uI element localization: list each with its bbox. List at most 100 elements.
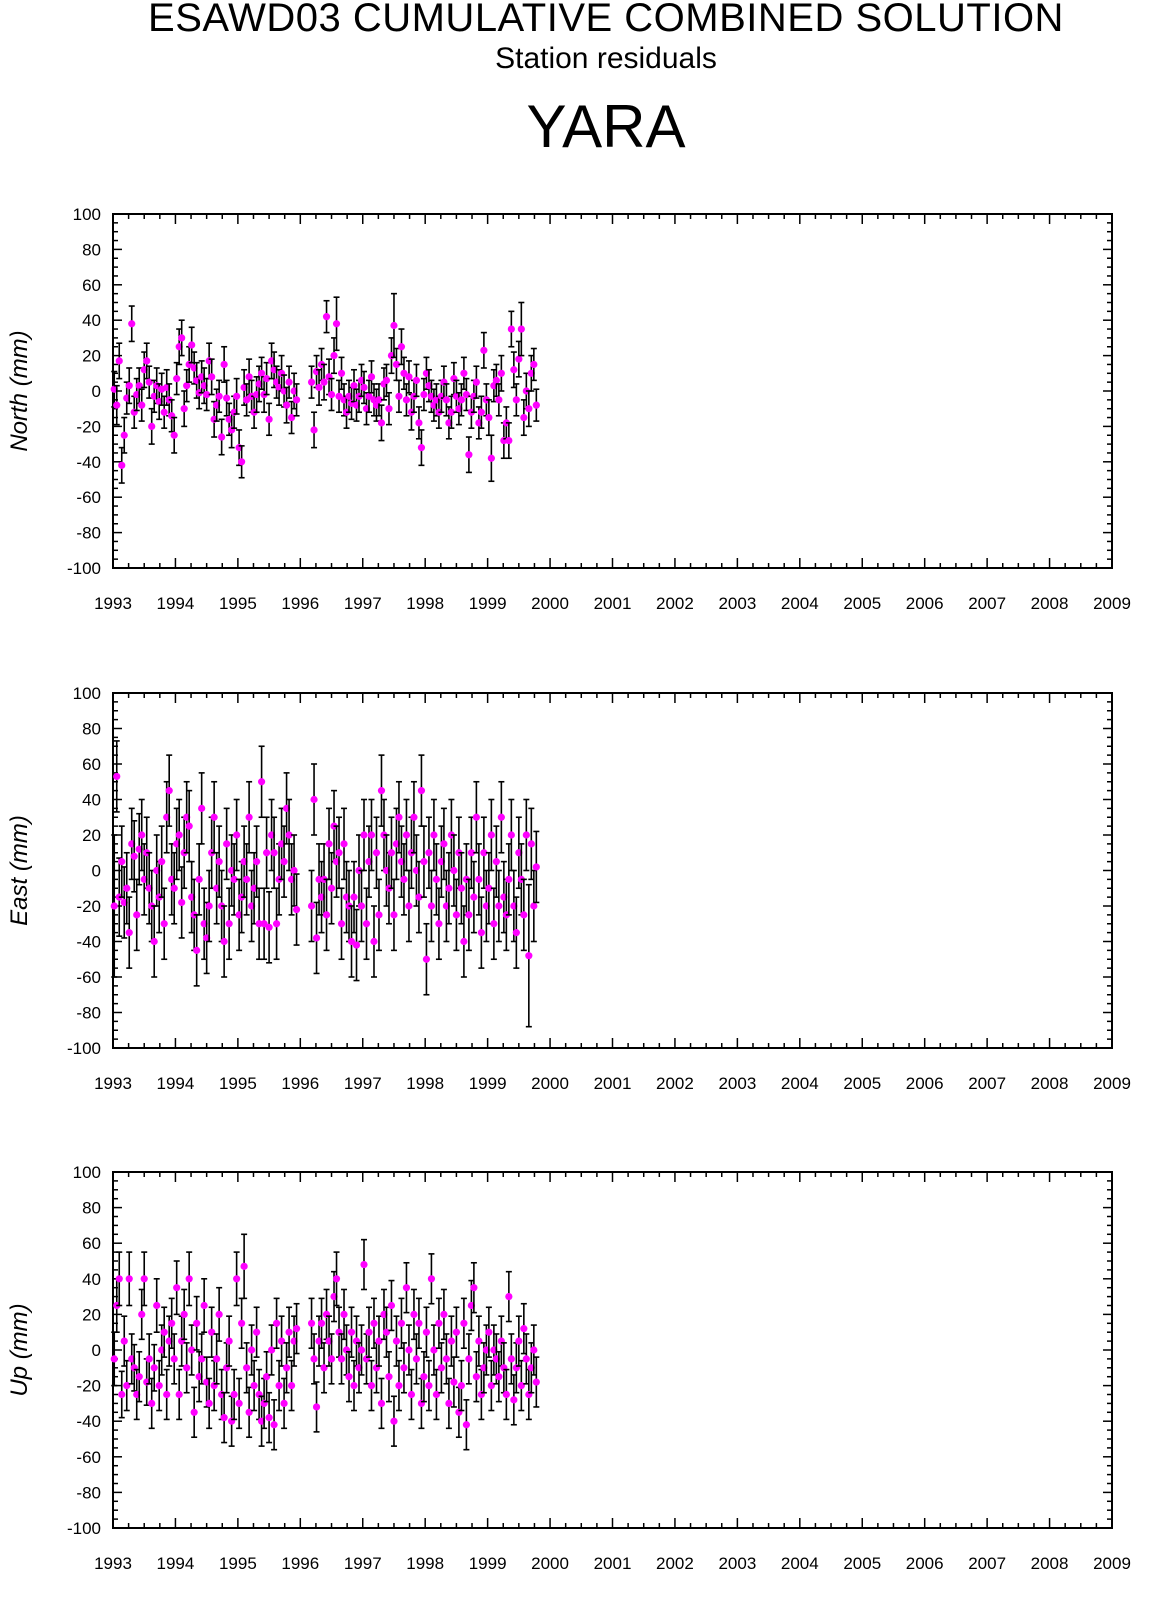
data-point xyxy=(415,419,423,427)
data-point xyxy=(243,1364,251,1372)
data-point xyxy=(265,415,273,423)
data-point xyxy=(327,390,336,399)
y-tick-label: 40 xyxy=(82,1270,101,1289)
data-point xyxy=(125,929,133,937)
data-point xyxy=(208,1328,216,1336)
data-point xyxy=(240,1262,248,1270)
data-point xyxy=(510,366,518,374)
data-point xyxy=(337,369,346,377)
data-point xyxy=(168,1319,176,1327)
plot-frame xyxy=(112,213,1113,569)
data-point xyxy=(110,902,118,910)
data-point xyxy=(198,1355,206,1363)
data-point xyxy=(210,813,218,821)
data-point xyxy=(185,1275,193,1283)
data-point xyxy=(118,1390,126,1399)
data-point xyxy=(430,1346,438,1354)
y-tick-label: 80 xyxy=(82,720,101,739)
data-point xyxy=(330,352,338,360)
data-point xyxy=(337,920,346,928)
x-tick-label: 1994 xyxy=(157,1074,195,1093)
y-tick-label: 100 xyxy=(73,1163,101,1182)
data-point xyxy=(507,1355,515,1363)
data-point xyxy=(238,1319,246,1327)
data-point xyxy=(395,1382,403,1390)
data-point xyxy=(225,920,233,928)
data-point xyxy=(367,373,376,381)
data-point xyxy=(292,1325,301,1333)
data-point xyxy=(205,1399,213,1407)
data-point xyxy=(472,1373,480,1381)
data-point xyxy=(370,1319,378,1327)
data-point xyxy=(262,375,271,383)
data-point xyxy=(310,426,318,434)
data-point xyxy=(382,1328,391,1336)
x-tick-label: 1999 xyxy=(469,594,507,613)
data-point xyxy=(200,1301,208,1310)
data-point xyxy=(495,396,503,404)
data-point xyxy=(445,884,453,892)
data-point xyxy=(153,1301,161,1310)
chart-main-title: ESAWD03 CUMULATIVE COMBINED SOLUTION xyxy=(148,0,1064,40)
data-point xyxy=(375,911,383,919)
data-point xyxy=(360,383,368,392)
data-point xyxy=(148,1399,156,1407)
data-point xyxy=(175,831,183,839)
data-point xyxy=(292,396,301,404)
data-point xyxy=(462,1421,470,1429)
x-tick-label: 1997 xyxy=(344,594,382,613)
y-tick-label: -40 xyxy=(76,1412,101,1431)
data-point xyxy=(505,436,513,445)
data-point xyxy=(180,405,188,413)
data-point xyxy=(215,858,223,866)
x-tick-label: 1997 xyxy=(344,1554,382,1573)
x-tick-label: 2002 xyxy=(656,1554,694,1573)
data-point xyxy=(512,929,520,937)
data-point xyxy=(258,369,266,377)
data-point xyxy=(400,875,408,883)
data-point xyxy=(165,787,173,795)
data-point xyxy=(382,376,391,384)
data-point xyxy=(402,396,411,404)
data-point xyxy=(495,1373,503,1381)
x-tick-label: 1995 xyxy=(219,1554,257,1573)
data-point xyxy=(440,1310,448,1318)
data-point xyxy=(145,378,153,386)
data-point xyxy=(460,937,468,946)
y-axis-label: Up (mm) xyxy=(6,1303,33,1396)
data-point xyxy=(272,1319,281,1327)
data-point xyxy=(272,920,281,928)
data-point xyxy=(365,1328,373,1336)
data-point xyxy=(360,831,368,839)
data-point xyxy=(522,831,530,839)
data-point xyxy=(440,840,448,848)
data-point xyxy=(437,1364,446,1372)
x-tick-label: 1994 xyxy=(157,1554,195,1573)
data-point xyxy=(173,375,181,383)
data-point xyxy=(315,383,323,392)
data-point xyxy=(135,1373,143,1381)
data-point xyxy=(233,392,241,400)
data-point xyxy=(530,1346,538,1354)
x-tick-label: 2002 xyxy=(656,1074,694,1093)
data-point xyxy=(370,937,378,946)
data-point xyxy=(130,852,138,860)
data-point xyxy=(285,1328,293,1336)
data-point xyxy=(395,392,403,400)
data-point xyxy=(445,1399,453,1407)
data-point xyxy=(447,1337,456,1345)
x-tick-label: 2001 xyxy=(594,1554,632,1573)
data-point xyxy=(412,376,421,384)
data-point xyxy=(467,849,475,857)
data-point xyxy=(310,1355,318,1363)
data-point xyxy=(515,355,523,363)
y-tick-label: 0 xyxy=(92,862,101,881)
x-tick-label: 2002 xyxy=(656,594,694,613)
data-point xyxy=(260,920,268,928)
data-point xyxy=(505,1293,513,1301)
data-point xyxy=(492,858,500,866)
data-point xyxy=(522,1355,530,1363)
y-tick-label: 100 xyxy=(73,684,101,703)
data-point xyxy=(452,1328,461,1336)
data-point xyxy=(128,320,136,328)
